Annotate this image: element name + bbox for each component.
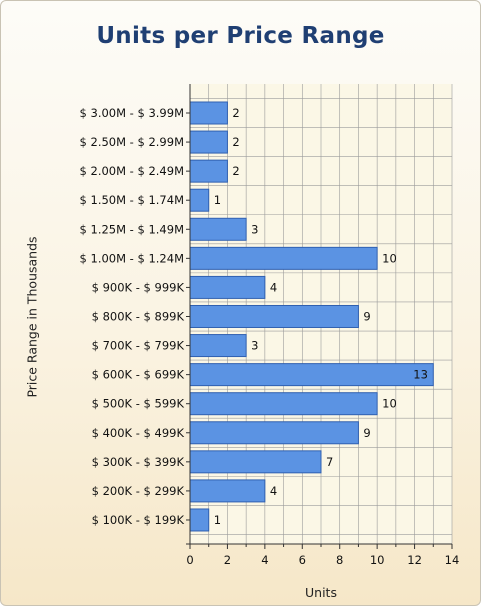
x-tick-label: 6: [299, 553, 306, 567]
data-label: 9: [363, 309, 370, 323]
bar: [189, 450, 322, 474]
data-label: 4: [270, 280, 277, 294]
category-label: $ 800K - $ 899K: [92, 309, 185, 323]
category-label: $ 300K - $ 399K: [92, 455, 185, 469]
category-label: $ 400K - $ 499K: [92, 426, 185, 440]
bar: [189, 304, 359, 328]
category-label: $ 3.00M - $ 3.99M: [80, 106, 184, 120]
x-tick-label: 2: [224, 553, 231, 567]
category-label: $ 2.00M - $ 2.49M: [80, 164, 184, 178]
bar: [189, 421, 359, 445]
x-tick-label: 4: [261, 553, 268, 567]
x-tick-label: 8: [336, 553, 343, 567]
bar: [189, 188, 210, 212]
x-tick-label: 14: [445, 553, 460, 567]
category-label: $ 2.50M - $ 2.99M: [80, 135, 184, 149]
category-label: $ 1.25M - $ 1.49M: [80, 222, 184, 236]
chart-title: Units per Price Range: [96, 23, 385, 49]
category-label: $ 600K - $ 699K: [92, 368, 185, 382]
bar: [189, 159, 228, 183]
data-label: 3: [251, 222, 258, 236]
category-label: $ 1.50M - $ 1.74M: [80, 193, 184, 207]
category-label: $ 1.00M - $ 1.24M: [80, 251, 184, 265]
data-label: 3: [251, 339, 258, 353]
data-label: 2: [232, 106, 239, 120]
x-tick-label: 0: [186, 553, 193, 567]
data-label: 1: [214, 193, 221, 207]
data-label: 4: [270, 484, 277, 498]
x-tick-label: 10: [370, 553, 385, 567]
category-label: $ 700K - $ 799K: [92, 339, 185, 353]
data-label: 1: [214, 513, 221, 527]
bar: [189, 334, 247, 358]
category-label: $ 200K - $ 299K: [92, 484, 185, 498]
bar: [189, 246, 378, 270]
category-label: $ 900K - $ 999K: [92, 280, 185, 294]
x-axis-label: Units: [305, 585, 337, 600]
bar: [189, 130, 228, 154]
bar: [189, 275, 266, 299]
bar: [189, 217, 247, 241]
x-tick-label: 12: [407, 553, 422, 567]
bar: [189, 101, 228, 125]
data-label: 13: [413, 368, 428, 382]
category-label: $ 100K - $ 199K: [92, 513, 185, 527]
bar: [189, 508, 210, 532]
bar: [189, 363, 434, 387]
bar: [189, 392, 378, 416]
bar: [189, 479, 266, 503]
data-label: 9: [363, 426, 370, 440]
data-label: 10: [382, 397, 397, 411]
data-label: 10: [382, 251, 397, 265]
data-label: 2: [232, 164, 239, 178]
category-label: $ 500K - $ 599K: [92, 397, 185, 411]
data-label: 2: [232, 135, 239, 149]
data-label: 7: [326, 455, 333, 469]
